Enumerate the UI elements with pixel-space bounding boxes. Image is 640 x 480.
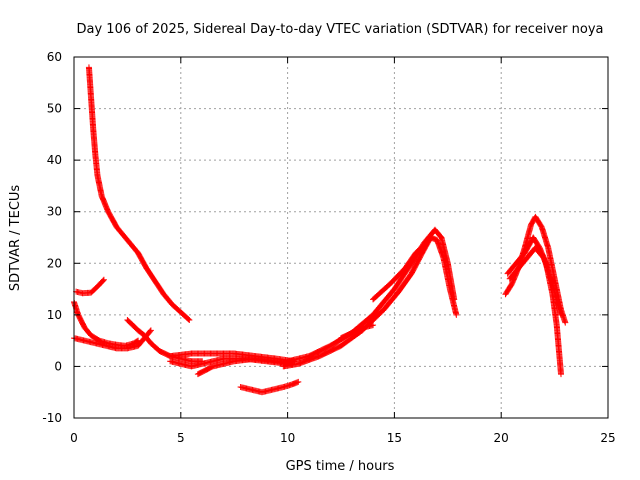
- data-point: [100, 276, 107, 283]
- series-arc-2: [73, 276, 107, 297]
- y-tick-label: 10: [47, 308, 62, 322]
- data-point: [186, 317, 193, 324]
- y-tick-label: 20: [47, 256, 62, 270]
- x-tick-label: 25: [600, 431, 615, 445]
- y-tick-label: 40: [47, 153, 62, 167]
- series-arc-10: [280, 234, 460, 370]
- x-tick-label: 20: [494, 431, 509, 445]
- x-tick-label: 10: [280, 431, 295, 445]
- x-axis-label: GPS time / hours: [286, 459, 395, 474]
- data-point: [295, 378, 302, 385]
- y-tick-label: 0: [54, 359, 62, 373]
- series-arc-12: [338, 322, 377, 342]
- data-point: [451, 296, 458, 303]
- data-point: [422, 240, 429, 247]
- data-point: [558, 311, 565, 318]
- x-tick-label: 5: [177, 431, 185, 445]
- data-point: [185, 316, 192, 323]
- data-point: [423, 239, 430, 246]
- y-axis-label: SDTVAR / TECUs: [8, 185, 23, 292]
- axis-ticks: 0 5 10 15 20 25 -10 0 10 20 30 40 50 60: [42, 50, 615, 445]
- y-tick-label: 60: [47, 50, 62, 64]
- series-arc-1: [85, 64, 193, 324]
- y-tick-label: -10: [42, 411, 62, 425]
- chart-title: Day 106 of 2025, Sidereal Day-to-day VTE…: [77, 22, 604, 37]
- y-tick-label: 30: [47, 205, 62, 219]
- series-arc-11: [284, 226, 458, 365]
- grid-lines: [74, 57, 608, 418]
- series-arc-16: [506, 244, 565, 318]
- plot-frame: [73, 56, 609, 419]
- data-point: [147, 328, 154, 335]
- series-arc-15: [504, 234, 565, 378]
- series-arc-13: [370, 239, 430, 303]
- x-tick-label: 15: [387, 431, 402, 445]
- series-arc-9: [237, 378, 302, 396]
- data-point: [558, 371, 565, 378]
- x-tick-label: 0: [70, 431, 78, 445]
- data-point: [562, 319, 569, 326]
- data-point: [147, 327, 154, 334]
- y-tick-label: 50: [47, 102, 62, 116]
- data-points: [71, 64, 569, 396]
- data-point: [453, 311, 460, 318]
- data-point: [370, 322, 377, 329]
- data-point: [100, 277, 107, 284]
